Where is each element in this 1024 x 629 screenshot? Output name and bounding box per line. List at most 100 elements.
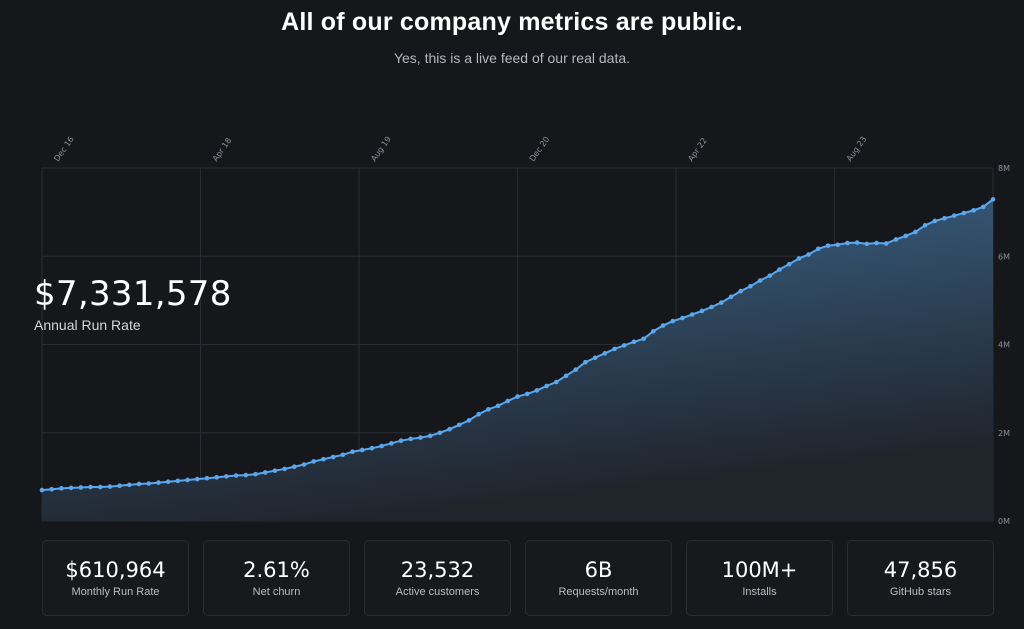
x-tick-label: Dec 16 xyxy=(52,135,76,163)
data-point xyxy=(456,422,462,428)
x-tick-label: Aug 23 xyxy=(845,135,869,163)
data-point xyxy=(592,355,598,361)
data-point xyxy=(272,468,278,474)
stat-card-installs: 100M+ Installs xyxy=(686,540,833,616)
data-point xyxy=(816,246,821,252)
data-point xyxy=(893,237,899,242)
data-point xyxy=(262,470,268,475)
data-point xyxy=(563,373,569,379)
data-point xyxy=(757,278,763,283)
data-point xyxy=(389,441,394,446)
stat-label: Installs xyxy=(742,586,777,598)
data-point xyxy=(39,487,45,493)
data-point xyxy=(631,339,637,345)
data-point xyxy=(427,433,433,439)
data-point xyxy=(718,300,724,305)
x-tick-label: Apr 22 xyxy=(686,136,709,163)
data-point xyxy=(913,229,918,235)
data-point xyxy=(932,218,938,224)
annual-run-rate-value: $7,331,578 xyxy=(34,274,232,314)
data-point xyxy=(796,256,802,261)
data-point xyxy=(680,315,685,321)
data-point xyxy=(418,435,423,440)
data-point xyxy=(786,261,792,267)
stat-value: 6B xyxy=(584,558,613,582)
data-point xyxy=(806,252,811,257)
data-point xyxy=(437,430,443,436)
data-point xyxy=(282,466,287,472)
data-point xyxy=(233,473,239,478)
data-point xyxy=(194,476,200,482)
data-point xyxy=(883,241,889,246)
data-point xyxy=(224,474,229,479)
data-point xyxy=(214,475,219,480)
data-point xyxy=(602,351,608,356)
data-point xyxy=(321,456,326,462)
series-area xyxy=(42,199,993,521)
y-tick-label: 4M xyxy=(998,341,1010,350)
data-point xyxy=(825,243,831,248)
data-point xyxy=(554,379,559,385)
data-point xyxy=(408,436,414,442)
data-point xyxy=(961,210,967,216)
data-point xyxy=(854,240,860,245)
stat-value: $610,964 xyxy=(65,558,166,582)
data-point xyxy=(185,477,190,483)
data-point xyxy=(175,478,181,484)
data-point xyxy=(515,394,520,399)
data-point xyxy=(951,213,957,218)
data-point xyxy=(466,418,472,423)
stat-label: GitHub stars xyxy=(889,586,952,598)
stat-value: 23,532 xyxy=(400,558,475,582)
data-point xyxy=(689,312,695,317)
data-point xyxy=(845,240,850,246)
data-point xyxy=(398,438,404,443)
x-axis-ticks: Dec 16 Apr 18 Aug 19 Dec 20 Apr 22 Aug 23 xyxy=(52,135,868,163)
data-point xyxy=(117,483,122,489)
data-point xyxy=(359,447,365,453)
data-point xyxy=(350,449,355,455)
stat-value: 2.61% xyxy=(243,558,310,582)
stat-value: 47,856 xyxy=(883,558,958,582)
x-tick-label: Aug 19 xyxy=(369,135,393,163)
stat-label: Active customers xyxy=(395,586,480,598)
data-point xyxy=(340,452,346,458)
y-tick-label: 2M xyxy=(998,429,1010,438)
data-point xyxy=(981,204,986,210)
data-point xyxy=(156,480,161,485)
data-point xyxy=(301,462,307,467)
data-point xyxy=(243,472,249,478)
data-point xyxy=(88,484,93,490)
stat-card-github-stars: 47,856 GitHub stars xyxy=(847,540,994,616)
data-point xyxy=(136,481,142,487)
page-subtitle: Yes, this is a live feed of our real dat… xyxy=(393,50,631,66)
x-tick-label: Dec 20 xyxy=(528,135,552,163)
data-point xyxy=(495,403,501,409)
data-point xyxy=(78,485,84,490)
stat-card-requests-month: 6B Requests/month xyxy=(525,540,672,616)
data-point xyxy=(903,233,908,239)
data-point xyxy=(59,486,64,491)
data-point xyxy=(767,273,773,278)
data-point xyxy=(573,367,579,372)
y-tick-label: 0M xyxy=(998,517,1010,526)
annual-run-rate-label: Annual Run Rate xyxy=(34,317,141,333)
data-point xyxy=(49,486,54,492)
data-point xyxy=(534,388,540,393)
data-point xyxy=(699,308,705,314)
data-point xyxy=(107,484,113,489)
stat-label: Monthly Run Rate xyxy=(71,586,160,598)
y-tick-label: 8M xyxy=(998,164,1010,173)
data-point xyxy=(621,343,627,348)
data-point xyxy=(447,426,452,432)
data-point xyxy=(544,383,549,389)
stat-card-monthly-run-rate: $610,964 Monthly Run Rate xyxy=(42,540,189,616)
data-point xyxy=(253,471,258,477)
data-point xyxy=(777,267,782,272)
data-point xyxy=(379,443,384,449)
data-point xyxy=(165,479,171,485)
data-point xyxy=(660,323,666,328)
data-point xyxy=(922,223,928,228)
data-point xyxy=(942,216,947,221)
